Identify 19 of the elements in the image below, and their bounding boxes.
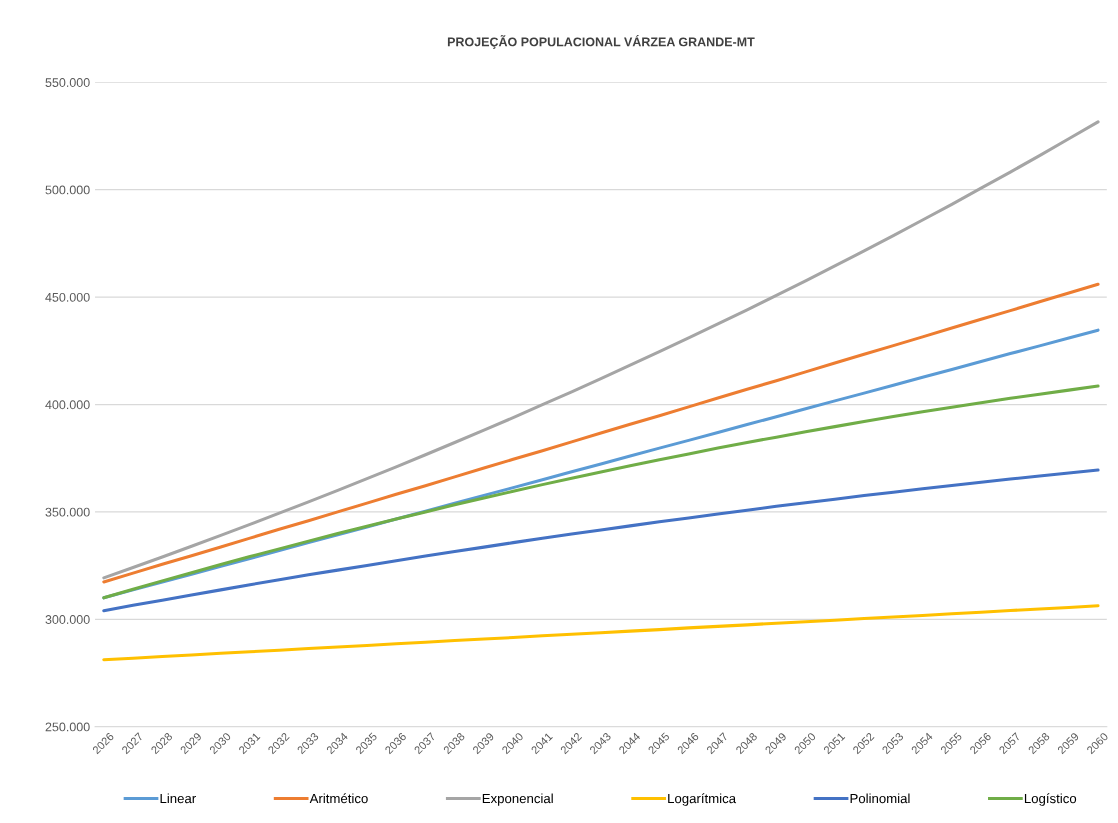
legend-label: Aritmético bbox=[309, 793, 368, 804]
line-series bbox=[102, 282, 1100, 584]
y-tick-label: 250.000 bbox=[45, 722, 90, 732]
y-tick-label: 400.000 bbox=[45, 400, 90, 410]
y-tick-label: 550.000 bbox=[45, 78, 90, 87]
legend-label: Exponencial bbox=[482, 793, 553, 806]
y-tick-label: 300.000 bbox=[45, 615, 90, 624]
y-tick-label: 500.000 bbox=[45, 185, 90, 195]
legend-label: Logístico bbox=[1024, 793, 1077, 806]
y-tick-label: 350.000 bbox=[45, 507, 90, 517]
chart-title: PROJEÇÃO POPULACIONAL VÁRZEA GRANDE-MT bbox=[447, 35, 755, 49]
line-series bbox=[102, 604, 1100, 662]
legend-label: Polinomial bbox=[850, 793, 910, 804]
y-tick-label: 450.000 bbox=[45, 292, 90, 302]
line-series bbox=[102, 384, 1100, 600]
legend-label: Logarítmica bbox=[668, 793, 737, 806]
line-series bbox=[102, 468, 1100, 613]
line-series bbox=[102, 120, 1100, 580]
legend-label: Linear bbox=[160, 793, 196, 804]
